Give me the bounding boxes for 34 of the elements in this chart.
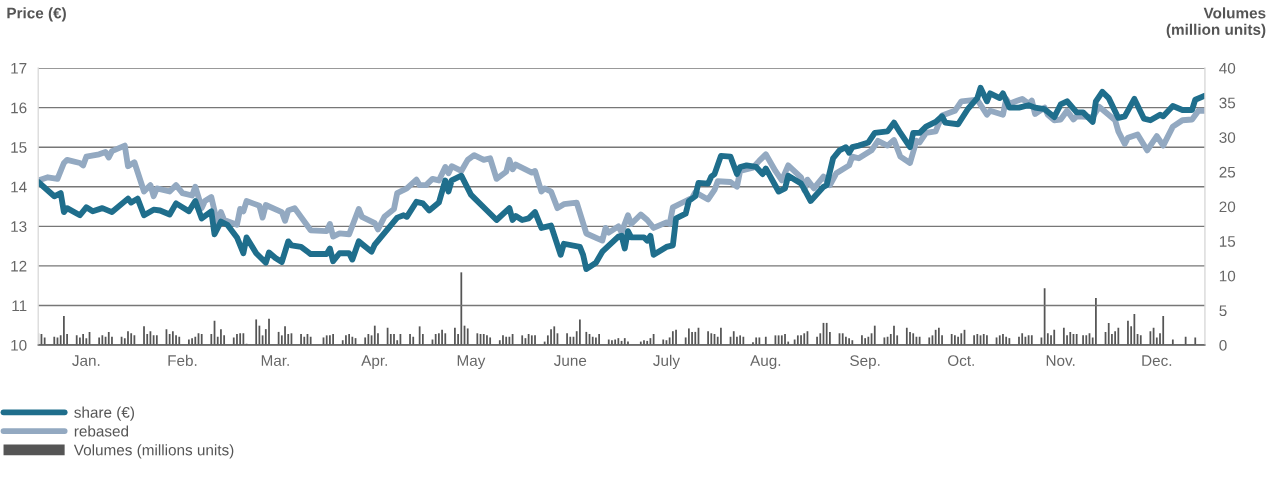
x-tick-label: Oct. bbox=[948, 355, 974, 366]
y-tick-label: 12 bbox=[11, 260, 27, 272]
y-tick-label: 15 bbox=[11, 142, 27, 153]
y-tick-label: 16 bbox=[11, 102, 27, 114]
x-tick-label: Jan. bbox=[72, 355, 100, 366]
x-tick-label: Aug. bbox=[750, 355, 781, 370]
legend-label: share (€) bbox=[74, 406, 134, 421]
x-tick-label: Sep. bbox=[850, 355, 880, 370]
x-tick-label: Feb. bbox=[168, 354, 197, 366]
y2-tick-label: 30 bbox=[1219, 132, 1236, 143]
y2-tick-label: 10 bbox=[1219, 270, 1236, 282]
y2-tick-label: 20 bbox=[1219, 201, 1236, 213]
y2-tick-label: 25 bbox=[1219, 166, 1236, 178]
y2-tick-label: 0 bbox=[1219, 339, 1227, 351]
x-tick-label: June bbox=[553, 355, 587, 366]
y2-tick-label: 5 bbox=[1219, 305, 1227, 317]
x-tick-label: May bbox=[457, 355, 486, 370]
legend-label: rebased bbox=[74, 425, 129, 437]
y-tick-label: 13 bbox=[11, 221, 27, 233]
x-tick-label: Apr. bbox=[361, 355, 387, 370]
x-tick-label: Dec. bbox=[1142, 355, 1172, 366]
y-axis-title: Price (€) bbox=[7, 7, 66, 22]
y-tick-label: 11 bbox=[12, 300, 27, 312]
x-tick-label: July bbox=[653, 354, 680, 370]
y-tick-label: 14 bbox=[11, 181, 27, 193]
legend-label: Volumes (millions units) bbox=[73, 444, 234, 459]
y2-axis-title: Volumes (million units) bbox=[1166, 7, 1266, 38]
x-tick-label: Nov. bbox=[1046, 355, 1075, 366]
y2-tick-label: 15 bbox=[1219, 236, 1236, 247]
y-tick-label: 10 bbox=[11, 339, 27, 351]
y2-tick-label: 35 bbox=[1219, 97, 1236, 109]
x-tick-label: Mar. bbox=[261, 355, 289, 366]
y2-tick-label: 40 bbox=[1219, 62, 1236, 74]
y-tick-label: 17 bbox=[11, 63, 27, 74]
